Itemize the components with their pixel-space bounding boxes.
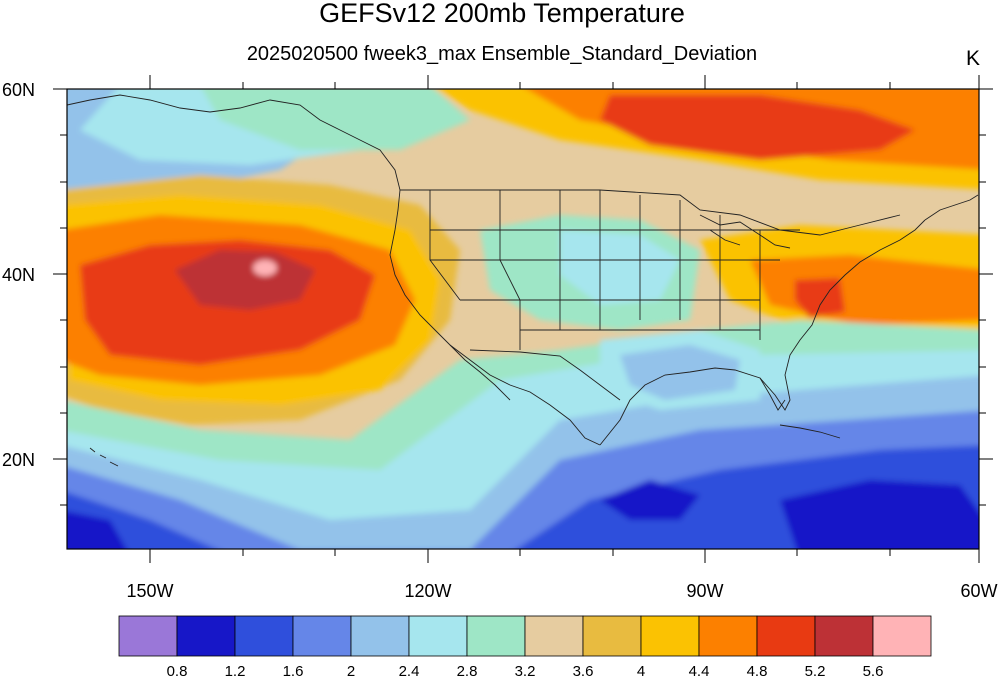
coastline-canada-east bbox=[924, 194, 979, 221]
chart-subtitle: 2025020500 fweek3_max Ensemble_Standard_… bbox=[246, 43, 758, 65]
field-south-darkblue-west bbox=[67, 511, 127, 549]
field-south-darkblue-east bbox=[780, 480, 979, 549]
field-gulf-lightblue bbox=[620, 345, 740, 400]
colorbar-level-label: 2 bbox=[347, 663, 355, 680]
coastline-hawaii bbox=[89, 447, 119, 467]
colorbar-level-label: 1.2 bbox=[225, 663, 246, 680]
colorbar-level-label: 4.4 bbox=[689, 663, 710, 680]
colorbar-level-label: 4 bbox=[637, 663, 645, 680]
colorbar-swatch bbox=[118, 615, 178, 657]
lon-label-150w: 150W bbox=[126, 581, 173, 601]
border-states-2 bbox=[430, 229, 800, 331]
chart-title: GEFSv12 200mb Temperature bbox=[319, 0, 685, 28]
coastline-baja bbox=[449, 344, 511, 401]
contour-field bbox=[67, 89, 979, 549]
colorbar-level-label: 1.6 bbox=[283, 663, 304, 680]
colorbar-level-label: 5.6 bbox=[863, 663, 884, 680]
lon-label-90w: 90W bbox=[686, 581, 723, 601]
units-label: K bbox=[966, 47, 981, 70]
field-south-darkblue-mid bbox=[600, 480, 700, 520]
coastline-gulf bbox=[599, 219, 926, 446]
field-central-teal bbox=[560, 230, 680, 305]
colorbar-swatch bbox=[176, 615, 236, 657]
map-boundaries bbox=[67, 94, 979, 467]
colorbar-swatch bbox=[408, 615, 468, 657]
colorbar-swatch bbox=[698, 615, 758, 657]
colorbar-swatch bbox=[350, 615, 410, 657]
colorbar-swatch bbox=[756, 615, 816, 657]
colorbar-level-label: 2.8 bbox=[457, 663, 478, 680]
coastline-alaska-canada bbox=[67, 94, 401, 191]
colorbar-level-label: 2.4 bbox=[399, 663, 420, 680]
colorbar-swatch bbox=[234, 615, 294, 657]
coastline-greatlakes bbox=[699, 214, 791, 249]
colorbar-swatch bbox=[292, 615, 352, 657]
colorbar-swatch bbox=[640, 615, 700, 657]
colorbar-level-label: 0.8 bbox=[167, 663, 188, 680]
colorbar-level-label: 5.2 bbox=[805, 663, 826, 680]
colorbar-level-label: 3.6 bbox=[573, 663, 594, 680]
coastline-florida bbox=[759, 377, 786, 411]
field-north-green bbox=[202, 89, 470, 150]
colorbar-swatch bbox=[814, 615, 874, 657]
colorbar-level-label: 4.8 bbox=[747, 663, 768, 680]
lon-label-120w: 120W bbox=[404, 581, 451, 601]
field-north-red bbox=[600, 95, 915, 160]
border-us-mexico bbox=[469, 349, 621, 401]
colorbar-level-label: 3.2 bbox=[515, 663, 536, 680]
map-frame bbox=[66, 88, 980, 550]
lat-label-60n: 60N bbox=[2, 80, 35, 100]
colorbar-swatch bbox=[582, 615, 642, 657]
field-south-medblue bbox=[67, 445, 979, 549]
lat-label-20n: 20N bbox=[2, 450, 35, 470]
coastline-cuba bbox=[779, 424, 841, 439]
lat-label-40n: 40N bbox=[2, 265, 35, 285]
colorbar: 0.8 1.2 1.6 2 2.4 2.8 3.2 3.6 4 4.4 4.8 5.2 5.6 bbox=[118, 615, 932, 680]
field-pacific-darkred bbox=[175, 250, 315, 310]
border-us-canada bbox=[400, 189, 901, 236]
lon-label-60w: 60W bbox=[960, 581, 997, 601]
colorbar-swatch bbox=[872, 615, 932, 657]
colorbar-swatch bbox=[466, 615, 526, 657]
tick-marks bbox=[53, 75, 993, 563]
colorbar-swatch bbox=[524, 615, 584, 657]
field-pacific-pink bbox=[253, 260, 277, 276]
